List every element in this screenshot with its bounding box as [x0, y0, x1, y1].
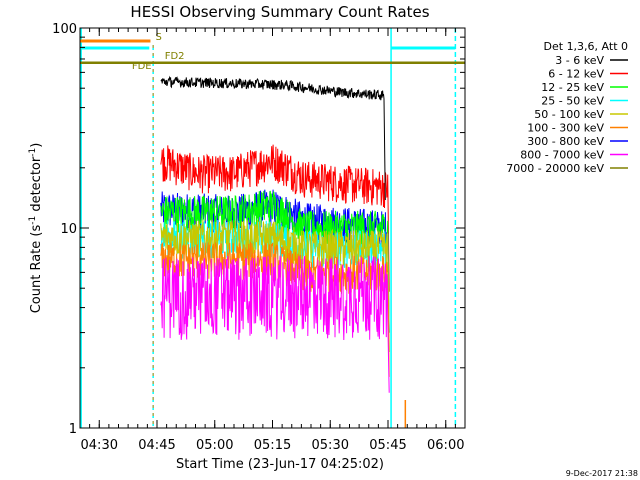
annotation-label: FDE [132, 61, 152, 72]
x-axis-label: Start Time (23-Jun-17 04:25:02) [176, 457, 384, 472]
y-tick-label: 100 [52, 22, 77, 37]
y-axis-label-sup1: -1 [28, 216, 38, 225]
annotation-label: S [155, 32, 161, 43]
legend-entry-label: 6 - 12 keV [548, 68, 604, 81]
x-tick-label: 05:45 [369, 438, 406, 453]
legend-title: Det 1,3,6, Att 0 [544, 40, 628, 53]
series-line [160, 256, 390, 393]
legend-entry-label: 12 - 25 keV [541, 81, 604, 94]
legend-entry-label: 50 - 100 keV [534, 108, 604, 121]
y-tick-label: 10 [60, 222, 77, 237]
x-tick-label: 04:30 [81, 438, 118, 453]
legend-entry-label: 7000 - 20000 keV [506, 162, 604, 175]
series-line [160, 190, 390, 333]
legend-entry-label: 800 - 7000 keV [520, 149, 604, 162]
legend-entry-label: 3 - 6 keV [555, 54, 604, 67]
date-stamp: 9-Dec-2017 21:38 [566, 469, 638, 478]
x-tick-label: 05:15 [254, 438, 291, 453]
y-axis-label-sup2: -1 [28, 148, 38, 157]
y-tick-label: 1 [69, 422, 77, 437]
x-tick-label: 06:00 [427, 438, 464, 453]
y-axis-label-part2: detector [29, 156, 44, 216]
chart-title: HESSI Observing Summary Count Rates [130, 3, 429, 21]
y-axis: 1 10 100 [52, 22, 465, 437]
y-axis-label-part3: ) [29, 143, 44, 148]
x-axis: 04:30 04:45 05:00 05:15 05:30 05:45 06:00 [79, 28, 466, 453]
plot-area: S FD2 FDE [80, 28, 465, 428]
y-axis-label-part1: Count Rate (s [29, 225, 44, 314]
annotation-label: FD2 [165, 51, 185, 62]
legend-entry-label: 100 - 300 keV [527, 122, 604, 135]
y-axis-label: Count Rate (s-1 detector-1) [28, 143, 44, 314]
series-line [160, 144, 390, 292]
x-tick-label: 05:30 [312, 438, 349, 453]
legend-entry-label: 25 - 50 keV [541, 95, 604, 108]
x-tick-label: 04:45 [138, 438, 175, 453]
legend-entry-label: 300 - 800 keV [527, 135, 604, 148]
x-tick-label: 05:00 [196, 438, 233, 453]
series-line [160, 75, 386, 201]
